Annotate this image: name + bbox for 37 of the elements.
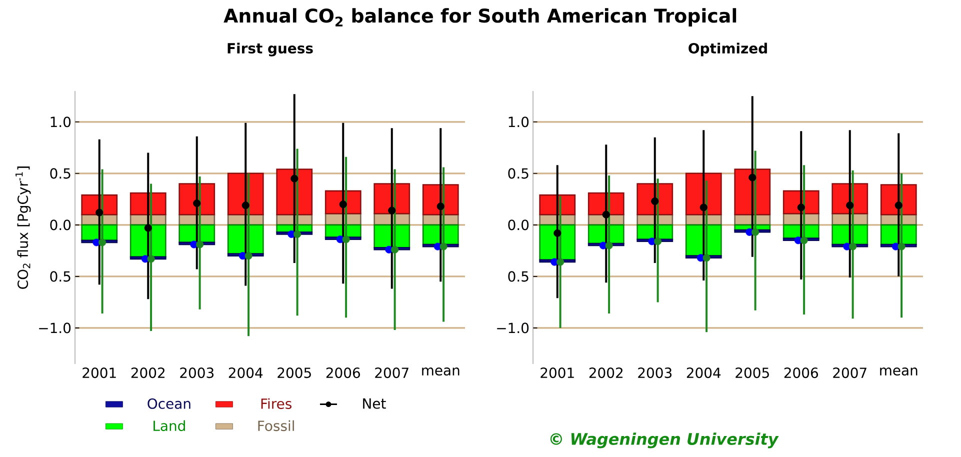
x-tick-label: 2003 (638, 368, 672, 378)
y-tick-label: 0.5 (508, 271, 528, 282)
x-tick-label: 2001 (82, 368, 116, 378)
y-tick-label: 0.5 (50, 168, 70, 179)
legend-label: Fossil (258, 420, 294, 432)
x-tick-label: 2006 (784, 368, 818, 378)
chart-subtitle: Optimized (688, 42, 767, 56)
y-axis-title: CO$_{2}$ flux [PgCyr$^{-1}$] (16, 166, 31, 289)
y-tick-label: 0.0 (50, 220, 71, 230)
legend-label: Fires (261, 398, 292, 410)
y-tick-label: −1.0 (497, 322, 529, 334)
x-tick-label: mean (422, 368, 460, 376)
text: © Wageningen University (550, 432, 779, 448)
y-tick-label: 0.5 (508, 168, 528, 179)
x-tick-label: 2004 (686, 368, 721, 378)
x-tick-label: 2005 (278, 368, 311, 378)
x-tick-label: 2007 (375, 368, 408, 378)
chart-title: Annual CO$_{2}$ balance for South American Tropical (224, 8, 736, 26)
x-tick-label: 2004 (228, 368, 263, 378)
y-tick-label: 1.0 (508, 116, 529, 128)
x-tick-label: 2006 (326, 368, 360, 378)
legend-label: Ocean (148, 398, 190, 409)
y-tick-label: 0.0 (508, 220, 529, 230)
y-tick-label: 0.5 (50, 271, 70, 282)
y-tick-label: −1.0 (39, 322, 71, 334)
bar (130, 192, 166, 216)
legend-label: Land (154, 420, 185, 432)
x-tick-label: 2001 (540, 368, 574, 378)
legend-label: Net (363, 398, 386, 409)
chart-subtitle: First guess (228, 42, 313, 56)
x-tick-label: 2007 (833, 368, 866, 378)
x-tick-label: 2002 (131, 368, 164, 378)
x-tick-label: 2003 (180, 368, 214, 378)
x-tick-label: 2002 (589, 368, 622, 378)
x-tick-label: 2005 (736, 368, 769, 378)
x-tick-label: mean (880, 368, 918, 376)
y-tick-label: 1.0 (50, 116, 71, 128)
